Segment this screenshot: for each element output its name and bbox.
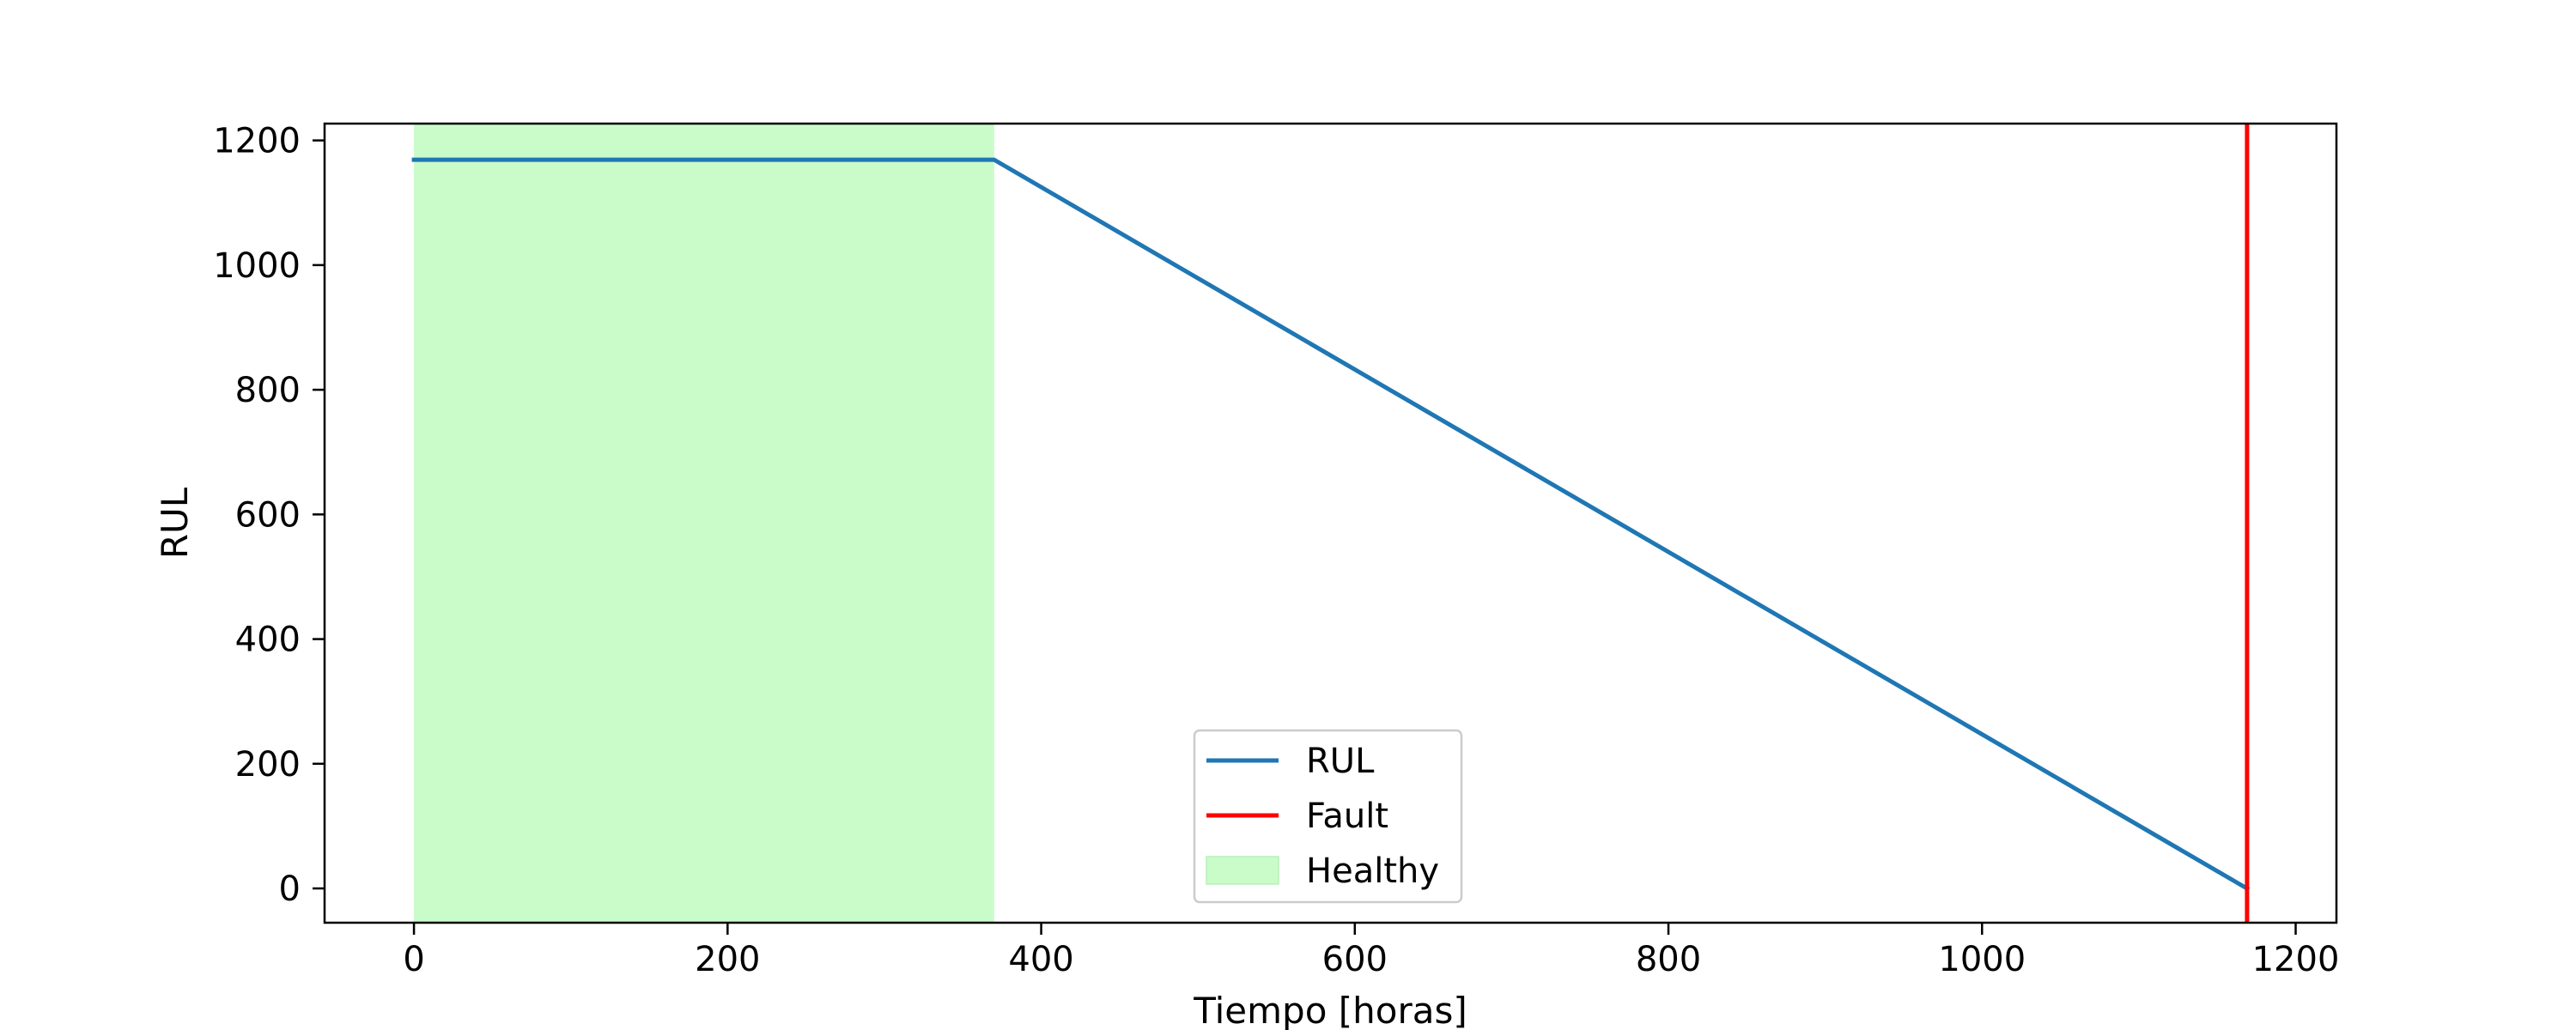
y-tick-label: 0 <box>279 869 301 909</box>
y-axis-label: RUL <box>154 487 196 559</box>
y-tick-label: 400 <box>235 621 301 660</box>
legend: RUL Fault Healthy <box>1193 729 1463 904</box>
y-tick-label: 200 <box>235 745 301 785</box>
x-tick-label: 200 <box>695 940 760 979</box>
plot-frame <box>323 122 2338 924</box>
legend-swatch-healthy <box>1206 856 1279 885</box>
legend-label-fault: Fault <box>1306 797 1388 836</box>
y-tick-label: 800 <box>235 371 301 410</box>
legend-label-healthy: Healthy <box>1306 851 1439 891</box>
x-tick-label: 600 <box>1322 940 1388 979</box>
x-axis-ticks: 0 200 400 600 800 1000 1200 <box>403 923 2339 979</box>
y-axis-ticks: 0 200 400 600 800 1000 1200 <box>213 122 325 909</box>
healthy-span-layer <box>414 124 994 923</box>
x-tick-label: 400 <box>1008 940 1073 979</box>
x-tick-label: 1200 <box>2252 940 2340 979</box>
healthy-span <box>414 124 994 923</box>
x-tick-label: 0 <box>403 940 424 979</box>
y-tick-label: 1000 <box>213 246 301 286</box>
x-axis-label: Tiempo [horas] <box>1193 990 1467 1030</box>
x-tick-label: 800 <box>1636 940 1701 979</box>
x-tick-label: 1000 <box>1938 940 2026 979</box>
legend-label-rul: RUL <box>1306 742 1375 781</box>
y-tick-label: 1200 <box>213 122 301 161</box>
y-tick-label: 600 <box>235 495 301 535</box>
rul-line-layer <box>411 157 2251 892</box>
rul-line <box>411 157 2251 892</box>
